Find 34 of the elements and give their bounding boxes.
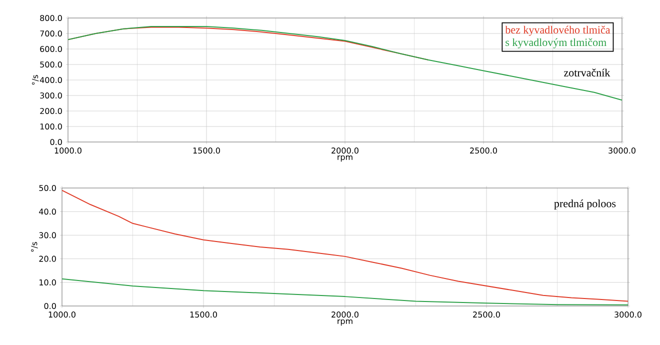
line-series <box>62 278 628 306</box>
annotation: predná poloos <box>554 200 616 210</box>
x-tick-label: 2500.0 <box>473 312 500 318</box>
x-tick-label: 1000.0 <box>48 312 76 318</box>
annotation: zotrvačník <box>564 68 610 76</box>
y-tick-label: 600.0 <box>40 46 62 52</box>
x-tick-label: 3000.0 <box>608 148 636 154</box>
text: bez kyvadlového tlmiča <box>505 26 610 36</box>
y-tick-label: 100.0 <box>40 123 62 130</box>
x-axis-title: rpm <box>338 319 352 326</box>
y-tick-label: 700.0 <box>40 30 62 37</box>
y-tick-label: 300.0 <box>40 92 62 99</box>
y-tick-label: 0.0 <box>50 138 62 146</box>
x-tick-label: 2000.0 <box>332 312 358 318</box>
y-tick-label: 30.0 <box>39 232 56 238</box>
y-tick-label: 10.0 <box>40 279 56 286</box>
y-tick-label: 200.0 <box>40 108 62 114</box>
y-axis-title: °/s <box>31 242 38 252</box>
x-tick-label: 2500.0 <box>470 148 497 154</box>
y-tick-label: 50.0 <box>39 184 56 192</box>
y-tick-label: 0.0 <box>44 302 56 310</box>
x-tick-label: 1500.0 <box>190 312 217 318</box>
y-tick-label: 400.0 <box>40 76 62 84</box>
x-axis-title: rpm <box>338 155 352 162</box>
y-axis-title: °/s <box>32 74 39 85</box>
y-tick-label: 800.0 <box>40 14 62 22</box>
text: s kyvadlovým tlmičom <box>506 38 606 48</box>
x-tick-label: 1500.0 <box>193 148 220 154</box>
y-tick-label: 40.0 <box>39 208 56 215</box>
x-tick-label: 1000.0 <box>54 148 82 154</box>
x-tick-label: 3000.0 <box>614 312 642 318</box>
y-tick-label: 500.0 <box>40 61 62 68</box>
y-tick-label: 20.0 <box>39 256 56 262</box>
x-tick-label: 2000.0 <box>332 148 358 154</box>
